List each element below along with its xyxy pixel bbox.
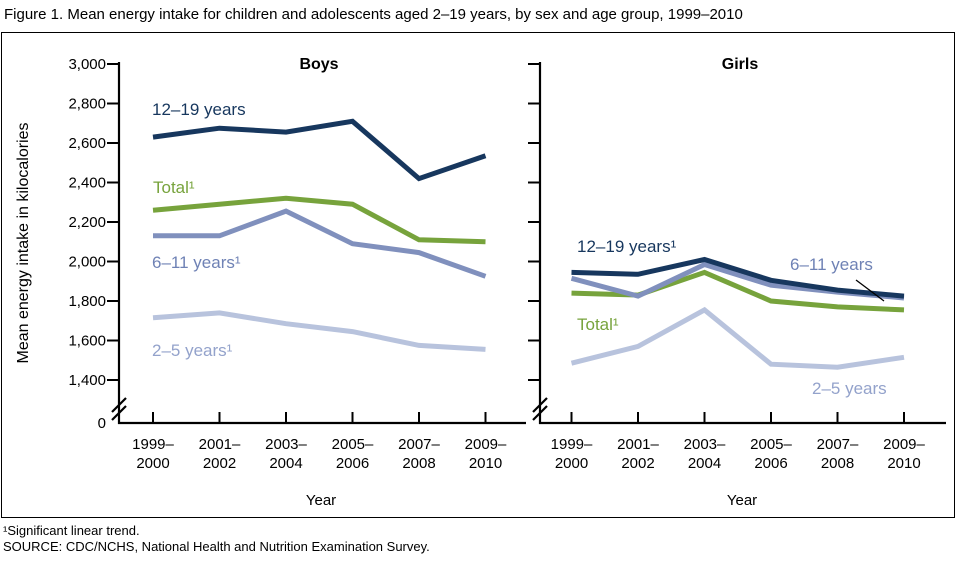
x-tick-label-line2: 2002	[621, 455, 654, 472]
series-line-total	[152, 195, 486, 245]
x-tick-label-line1: 2007–	[817, 436, 859, 453]
y-axis-tick-label: 2,200	[68, 214, 106, 231]
series-line-six11	[153, 208, 487, 279]
x-axis-title: Year	[306, 492, 336, 509]
x-tick-label-line2: 2006	[754, 455, 787, 472]
axis-break-mark	[111, 405, 127, 421]
x-tick-label-line1: 2003–	[265, 436, 307, 453]
series-line-twelve19	[152, 118, 487, 182]
series-label-two5: 2–5 years	[812, 379, 887, 398]
y-axis-zero-label: 0	[98, 415, 106, 432]
series-label-twelve19: 12–19 years¹	[577, 237, 677, 256]
x-tick-label-line2: 2002	[203, 455, 236, 472]
y-axis-title: Mean energy intake in kilocalories	[15, 122, 32, 363]
axis-break-mark	[532, 397, 548, 413]
figure-title: Figure 1. Mean energy intake for childre…	[4, 6, 743, 23]
x-tick-label-line1: 2005–	[332, 436, 374, 453]
series-line-two5	[152, 310, 486, 352]
x-tick-label-line1: 2007–	[398, 436, 440, 453]
x-tick-label-line1: 2003–	[684, 436, 726, 453]
x-tick-label-line2: 2010	[469, 455, 502, 472]
x-axis-title: Year	[727, 492, 757, 509]
x-tick-label-line1: 1999–	[551, 436, 593, 453]
x-tick-label-line2: 2004	[688, 455, 721, 472]
series-line-two5	[570, 306, 905, 370]
x-tick-label-line1: 2001–	[199, 436, 241, 453]
x-tick-label-line1: 2009–	[465, 436, 507, 453]
series-label-six11: 6–11 years	[790, 255, 873, 274]
leader-line-six11	[855, 279, 885, 302]
x-tick-label-line1: 2009–	[883, 436, 925, 453]
y-axis-tick-label: 2,000	[68, 254, 106, 271]
footnote-significant-trend: ¹Significant linear trend.	[3, 523, 140, 538]
panel-title-boys: Boys	[299, 56, 338, 73]
axis-break-mark	[111, 397, 127, 413]
series-line-twelve19	[571, 256, 905, 299]
y-axis-tick-label: 1,400	[68, 372, 106, 389]
series-label-twelve19: 12–19 years	[152, 100, 246, 119]
footnote-source: SOURCE: CDC/NCHS, National Health and Nu…	[3, 539, 430, 554]
y-axis-tick-label: 1,600	[68, 333, 106, 350]
x-tick-label-line2: 2000	[555, 455, 588, 472]
series-label-two5: 2–5 years¹	[152, 341, 233, 360]
footnotes: ¹Significant linear trend. SOURCE: CDC/N…	[3, 523, 430, 555]
x-tick-label-line2: 2008	[821, 455, 854, 472]
x-tick-label-line1: 1999–	[132, 436, 174, 453]
x-tick-label-line2: 2008	[402, 455, 435, 472]
series-label-total: Total¹	[577, 315, 619, 334]
y-axis-tick-label: 2,800	[68, 96, 106, 113]
y-axis-tick-label: 2,600	[68, 135, 106, 152]
x-tick-label-line2: 2006	[336, 455, 369, 472]
y-axis-tick-label: 1,800	[68, 293, 106, 310]
axis-break-mark	[532, 405, 548, 421]
x-tick-label-line2: 2004	[269, 455, 302, 472]
series-label-six11: 6–11 years¹	[152, 253, 241, 272]
x-tick-label-line1: 2001–	[617, 436, 659, 453]
y-axis-tick-label: 3,000	[68, 56, 106, 73]
x-tick-label-line2: 2010	[887, 455, 920, 472]
x-tick-label-line1: 2005–	[750, 436, 792, 453]
x-tick-label-line2: 2000	[136, 455, 169, 472]
y-axis-tick-label: 2,400	[68, 175, 106, 192]
series-label-total: Total¹	[153, 178, 195, 197]
panel-title-girls: Girls	[722, 56, 759, 73]
